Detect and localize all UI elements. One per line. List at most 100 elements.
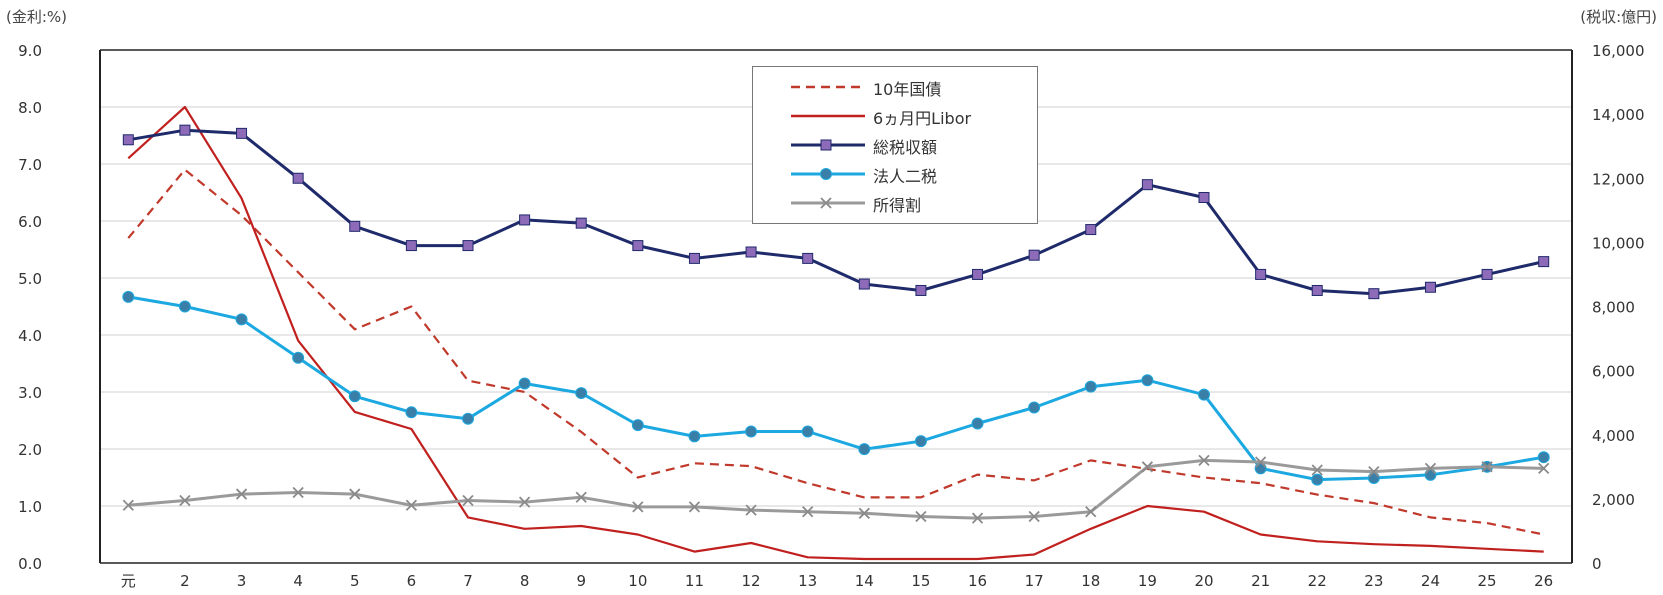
data-point-circle [518,377,531,390]
data-point-x [575,491,587,503]
data-point-x [349,488,361,500]
x-tick-label: 8 [520,572,530,590]
x-tick-label: 26 [1534,572,1553,590]
data-point-square [802,252,814,264]
right-tick-label: 12,000 [1592,170,1645,188]
data-point-circle [1254,462,1267,475]
legend-label: 所得割 [873,196,922,215]
x-tick-label: 2 [180,572,190,590]
x-tick-label: 11 [685,572,704,590]
right-tick-label: 0 [1592,555,1602,573]
x-tick-label: 21 [1251,572,1270,590]
legend-swatch-total-tax [791,139,865,151]
data-point-circle [348,390,361,403]
data-point-square [519,214,531,226]
data-point-x [235,488,248,500]
x-tick-label: 7 [463,572,473,590]
left-tick-label: 1.0 [18,498,42,516]
series-line-4 [128,458,1544,520]
data-point-x [292,486,304,499]
data-point-circle [745,425,758,438]
legend-label: 法人二税 [873,167,938,186]
data-point-x [462,494,474,507]
data-point-x [971,512,984,524]
x-tick-label: 3 [237,572,247,590]
data-point-x [1085,506,1097,518]
left-axis-unit-label: (金利:%) [6,8,68,26]
x-tick-label: 元 [121,572,136,590]
right-tick-label: 14,000 [1592,106,1645,124]
data-point-circle [801,425,814,438]
legend-item-10y-bond: 10年国債 [753,75,1037,99]
data-point-square [745,246,757,258]
data-point-circle [575,387,588,400]
x-tick-label: 20 [1194,572,1213,590]
left-tick-label: 4.0 [18,327,42,345]
left-tick-label: 7.0 [18,156,42,174]
data-point-circle [292,351,305,364]
data-point-x [745,504,757,516]
data-point-square [858,278,870,290]
left-tick-label: 8.0 [18,99,42,117]
data-point-circle [1198,388,1210,401]
data-point-circle [405,406,418,419]
data-point-x [179,494,191,507]
data-point-x [915,510,927,523]
data-point-square [1085,224,1097,236]
legend-label: 総税収額 [873,138,938,157]
right-axis-unit-label: (税収:億円) [1580,8,1657,26]
x-tick-label: 23 [1364,572,1383,590]
data-point-x [1424,462,1437,475]
data-point-circle [462,412,474,425]
x-tick-label: 25 [1478,572,1497,590]
data-point-square [405,240,417,252]
data-point-square [1481,268,1493,280]
series-line-0 [127,168,1544,536]
left-tick-label: 0.0 [18,555,42,573]
x-tick-label: 19 [1138,572,1157,590]
x-tick-label: 5 [350,572,360,590]
legend-swatch-10y-bond [791,85,865,89]
data-point-x [1538,462,1550,475]
right-tick-label: 8,000 [1592,299,1635,317]
data-point-square [462,240,474,252]
data-point-x [632,501,644,513]
right-tick-label: 2,000 [1592,491,1635,509]
data-point-square [292,172,304,184]
data-point-x [1311,464,1323,476]
data-point-square [915,284,927,296]
legend-swatch-corporate-tax [791,168,865,180]
data-point-x [1198,454,1210,467]
x-tick-label: 13 [798,572,817,590]
data-point-x [1481,461,1493,473]
data-point-circle [914,435,927,448]
data-point-x [1254,456,1267,468]
data-point-circle [1537,451,1550,464]
data-point-circle [178,300,191,313]
data-point-circle [971,417,984,430]
data-point-x [1368,465,1380,478]
legend-item-libor: 6ヵ月円Libor [753,104,1037,128]
data-point-square [122,134,134,146]
data-point-x [1141,461,1154,473]
data-point-square [1198,191,1210,203]
data-point-square [688,252,700,264]
data-point-circle [122,290,135,303]
data-point-circle [1367,472,1380,485]
data-point-x [688,501,701,513]
data-point-square [632,240,644,252]
left-tick-label: 2.0 [18,441,42,459]
data-point-x [405,499,418,511]
data-point-square [1141,179,1153,191]
data-point-square [1424,281,1436,293]
x-tick-label: 22 [1308,572,1327,590]
data-point-x [802,506,814,518]
data-point-circle [688,430,701,443]
legend-item-total-tax: 総税収額 [753,133,1037,157]
data-point-square [236,127,248,139]
data-point-x [858,507,870,519]
series-line-3 [128,295,1544,482]
legend-swatch-libor [791,114,865,118]
data-point-square [1368,288,1380,300]
legend-item-corporate-tax: 法人二税 [753,162,1037,186]
